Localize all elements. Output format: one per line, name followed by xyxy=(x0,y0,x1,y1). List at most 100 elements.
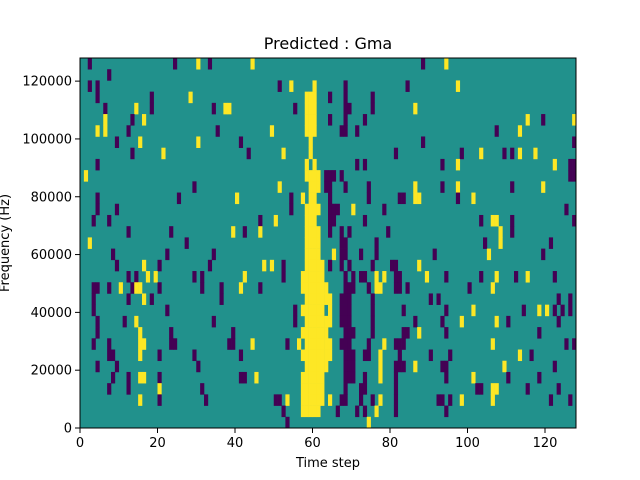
heatmap-cell-high xyxy=(304,237,309,249)
heatmap-cell-high xyxy=(262,259,267,272)
heatmap-cell-low xyxy=(347,315,352,328)
heatmap-cell-high xyxy=(328,293,333,305)
heatmap-cell-high xyxy=(545,304,550,317)
heatmap-cell-high xyxy=(490,282,495,294)
heatmap-cell-high xyxy=(494,214,499,227)
heatmap-cell-low xyxy=(173,338,178,350)
heatmap-cell-high xyxy=(312,338,317,350)
heatmap-cell-high xyxy=(312,349,317,362)
heatmap-cell-high xyxy=(498,226,503,238)
heatmap-cell-low xyxy=(444,371,449,384)
heatmap-cell-high xyxy=(304,405,309,418)
heatmap-cell-low xyxy=(440,315,445,328)
heatmap-cell-high xyxy=(297,338,302,350)
heatmap-cell-high xyxy=(374,405,379,418)
heatmap-cell-high xyxy=(258,226,263,238)
heatmap-cell-high xyxy=(83,170,89,182)
heatmap-cell-low xyxy=(293,304,298,317)
heatmap-cell-high xyxy=(328,338,333,350)
heatmap-cell-low xyxy=(436,293,441,305)
heatmap-cell-low xyxy=(351,371,356,384)
heatmap-cell-high xyxy=(138,371,143,384)
heatmap-cell-low xyxy=(211,102,216,115)
heatmap-cell-high xyxy=(378,360,383,373)
heatmap-cell-high xyxy=(308,360,313,373)
heatmap-cell-low xyxy=(355,158,360,171)
heatmap-cell-low xyxy=(95,282,100,294)
heatmap-cell-low xyxy=(556,293,561,305)
y-tick-label: 40000 xyxy=(31,306,72,321)
heatmap-cell-low xyxy=(393,383,399,395)
heatmap-cell-high xyxy=(308,394,313,406)
heatmap-cell-low xyxy=(343,327,348,339)
heatmap-cell-low xyxy=(362,114,368,126)
heatmap-cell-high xyxy=(486,248,492,261)
heatmap-cell-low xyxy=(343,91,348,104)
heatmap-cell-low xyxy=(347,226,352,238)
heatmap-cell-low xyxy=(328,259,333,272)
heatmap-cell-low xyxy=(362,271,368,283)
heatmap-cell-high xyxy=(316,371,321,384)
heatmap-cell-low xyxy=(572,170,577,182)
heatmap-cell-high xyxy=(316,349,321,362)
heatmap-cell-high xyxy=(320,271,325,283)
heatmap-cell-high xyxy=(304,226,309,238)
heatmap-cell-high xyxy=(138,394,143,406)
heatmap-cell-low xyxy=(428,349,433,362)
heatmap-cell-low xyxy=(165,248,170,261)
heatmap-cell-low xyxy=(572,136,577,148)
heatmap-cell-low xyxy=(552,360,557,373)
heatmap-cell-low xyxy=(126,371,131,384)
heatmap-cell-low xyxy=(362,214,368,227)
heatmap-cell-low xyxy=(370,394,375,406)
heatmap-cell-low xyxy=(343,181,348,193)
heatmap-cell-low xyxy=(169,327,174,339)
heatmap-cell-high xyxy=(525,114,530,126)
heatmap-cell-low xyxy=(393,338,399,350)
heatmap-cell-low xyxy=(514,271,519,283)
heatmap-cell-low xyxy=(157,282,162,294)
heatmap-cell-low xyxy=(444,405,449,418)
heatmap-cell-high xyxy=(308,405,313,418)
heatmap-cell-high xyxy=(142,259,147,272)
heatmap-cell-low xyxy=(568,158,573,171)
heatmap-cell-high xyxy=(533,147,538,160)
heatmap-cell-high xyxy=(498,237,503,249)
heatmap-cell-high xyxy=(312,315,317,328)
heatmap-cell-high xyxy=(250,58,255,70)
heatmap-cell-high xyxy=(300,271,306,283)
heatmap-cell-low xyxy=(479,214,484,227)
heatmap-cell-high xyxy=(324,338,329,350)
heatmap-cell-low xyxy=(114,259,120,272)
heatmap-cell-low xyxy=(114,203,120,216)
heatmap-cell-low xyxy=(184,237,189,249)
heatmap-cell-low xyxy=(393,405,399,418)
heatmap-cell-low xyxy=(347,360,352,373)
y-tick-label: 100000 xyxy=(22,132,72,147)
heatmap-cell-low xyxy=(370,293,375,305)
heatmap-cell-low xyxy=(343,102,348,115)
heatmap-cell-high xyxy=(273,214,278,227)
heatmap-cell-low xyxy=(393,371,399,384)
heatmap-cell-low xyxy=(328,114,333,126)
heatmap-cell-low xyxy=(238,371,244,384)
heatmap-cell-low xyxy=(130,114,135,126)
heatmap-cell-high xyxy=(308,248,313,261)
heatmap-cell-high xyxy=(316,405,321,418)
heatmap-cell-high xyxy=(320,327,325,339)
heatmap-cell-low xyxy=(359,271,364,283)
heatmap-cell-low xyxy=(204,394,209,406)
heatmap-cell-low xyxy=(401,304,406,317)
heatmap-cell-high xyxy=(308,114,313,126)
heatmap-cell-low xyxy=(343,293,348,305)
heatmap-cell-low xyxy=(359,394,364,406)
heatmap-cell-low xyxy=(374,237,379,249)
heatmap-cell-low xyxy=(537,371,542,384)
heatmap-cell-high xyxy=(382,271,387,283)
heatmap-cell-low xyxy=(444,327,449,339)
heatmap-cell-high xyxy=(378,394,383,406)
heatmap-cell-low xyxy=(95,80,100,92)
heatmap-cell-low xyxy=(343,315,348,328)
heatmap-cell-low xyxy=(366,282,371,294)
heatmap-cell-low xyxy=(331,170,337,182)
